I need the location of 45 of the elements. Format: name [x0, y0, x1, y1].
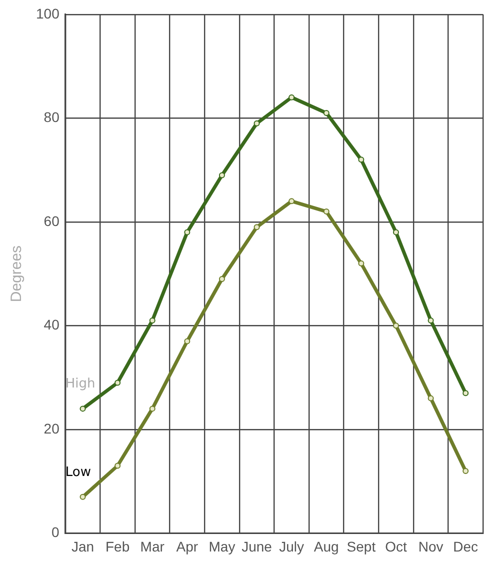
x-tick-label: Sept — [346, 538, 376, 554]
x-tick-label: June — [242, 538, 272, 554]
x-tick-label: Dec — [453, 538, 478, 554]
point — [114, 380, 121, 386]
x-tick-label: Feb — [106, 538, 130, 554]
point — [323, 208, 330, 215]
x-tick-label: July — [279, 538, 304, 554]
point — [428, 317, 434, 324]
y-tick-label: 0 — [52, 524, 60, 540]
x-tick-label: May — [208, 538, 236, 554]
point — [149, 406, 156, 412]
point — [149, 317, 156, 324]
x-tick-label: Aug — [314, 538, 339, 554]
point — [392, 322, 399, 329]
y-tick-label: 60 — [44, 212, 60, 229]
point — [462, 468, 469, 474]
x-tick-label: Jan — [71, 538, 94, 554]
point — [288, 198, 295, 204]
point — [218, 172, 225, 178]
y-tick-label: 40 — [44, 316, 60, 333]
point — [80, 406, 86, 412]
y-tick-label: 80 — [44, 109, 60, 126]
y-axis-title: Degrees — [8, 245, 26, 302]
point — [184, 338, 190, 344]
series-label: High — [65, 376, 96, 392]
point — [288, 94, 295, 100]
point — [184, 229, 190, 236]
point — [462, 390, 469, 396]
point — [358, 156, 364, 163]
point — [80, 494, 86, 500]
point — [323, 110, 330, 116]
point — [392, 229, 399, 236]
point — [428, 395, 434, 402]
y-tick-label: 100 — [36, 5, 60, 22]
x-tick-label: Mar — [140, 538, 165, 554]
series-label: Low — [65, 464, 92, 480]
x-tick-label: Nov — [418, 538, 444, 554]
point — [358, 260, 364, 266]
x-tick-label: Apr — [176, 538, 198, 554]
point — [254, 224, 260, 230]
point — [254, 120, 260, 126]
y-tick-label: 20 — [44, 420, 60, 436]
x-tick-label: Oct — [385, 538, 407, 554]
point — [218, 276, 225, 282]
point — [114, 462, 121, 469]
